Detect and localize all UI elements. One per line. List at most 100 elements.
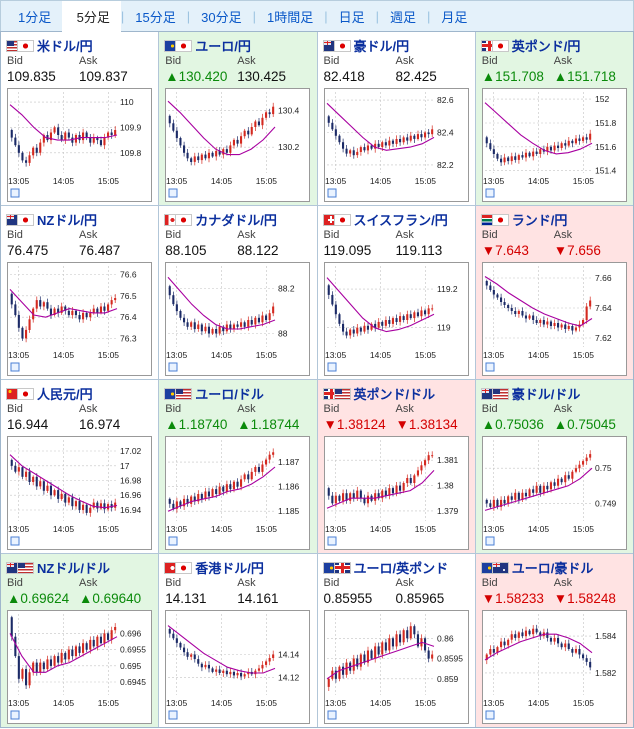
tab-30min[interactable]: 30分足 — [187, 1, 253, 31]
ask-value[interactable]: 0.85965 — [395, 591, 445, 606]
chart-zoom-icon[interactable] — [10, 710, 20, 720]
bid-value[interactable]: ▲130.420 — [165, 69, 228, 84]
x-gridlines: 13:05 14:05 15:05 — [166, 92, 278, 186]
candlestick-chart[interactable]: 7.66 7.64 7.62 13:05 14:05 15:05 — [481, 262, 627, 376]
candlestick-chart[interactable]: 152 151.8 151.6 151.4 13:05 14:05 15:05 — [481, 88, 627, 202]
candlestick-chart[interactable]: 14.14 14.12 13:05 14:05 15:05 — [165, 610, 311, 724]
chart-zoom-icon[interactable] — [327, 188, 336, 198]
currency-pair-panel: NZドル/ドル Bid Ask ▲0.69624 ▲0.69640 0.696 0… — [1, 554, 159, 727]
ask-value[interactable]: ▼1.38134 — [395, 417, 458, 432]
candlestick-chart[interactable]: 1.584 1.582 13:05 14:05 15:05 — [481, 610, 627, 724]
candlestick-chart[interactable]: 1.187 1.186 1.185 13:05 14:05 15:05 — [165, 436, 311, 550]
chart-zoom-icon[interactable] — [485, 710, 495, 720]
currency-pair-panel: ユーロ/円 Bid Ask ▲130.420 130.425 130.4 130.… — [159, 32, 317, 205]
bid-value[interactable]: ▲0.69624 — [7, 591, 70, 606]
chart-zoom-icon[interactable] — [327, 362, 336, 372]
quote-currency-flag-icon — [492, 214, 508, 225]
tab-5min[interactable]: 5分足 — [62, 1, 121, 32]
tab-weekly[interactable]: 週足 — [376, 1, 427, 31]
candlestick-chart[interactable]: 88.2 88 13:05 14:05 15:05 — [165, 262, 311, 376]
chart-zoom-icon[interactable] — [168, 710, 178, 720]
pair-name[interactable]: NZドル/ドル — [37, 561, 110, 576]
ask-value[interactable]: ▲0.69640 — [79, 591, 142, 606]
tab-1hour[interactable]: 1時間足 — [253, 1, 325, 31]
bid-value[interactable]: 109.835 — [7, 69, 56, 84]
ask-value[interactable]: 119.113 — [395, 243, 443, 258]
chart-zoom-icon[interactable] — [168, 362, 178, 372]
pair-name[interactable]: 香港ドル/円 — [195, 561, 264, 576]
quote-currency-flag-icon — [18, 388, 33, 399]
candlestick-chart[interactable]: 1.381 1.38 1.379 13:05 14:05 15:05 — [323, 436, 469, 550]
y-tick-label: 88.2 — [278, 284, 295, 294]
ask-value[interactable]: 16.974 — [79, 417, 121, 432]
bid-value[interactable]: 0.85955 — [323, 591, 373, 606]
chart-zoom-icon[interactable] — [485, 188, 495, 198]
chart-zoom-icon[interactable] — [168, 536, 178, 546]
ask-value[interactable]: 76.487 — [79, 243, 121, 258]
bid-value[interactable]: 76.475 — [7, 243, 49, 258]
pair-name[interactable]: 人民元/円 — [37, 387, 93, 402]
ask-value[interactable]: ▲1.18744 — [237, 417, 300, 432]
bid-value[interactable]: 119.095 — [323, 243, 372, 258]
candlestick-chart[interactable]: 110 109.9 109.8 13:05 14:05 15:05 — [7, 88, 152, 202]
pair-name[interactable]: ユーロ/豪ドル — [511, 561, 594, 576]
chart-zoom-icon[interactable] — [485, 536, 495, 546]
chart-zoom-icon[interactable] — [168, 188, 178, 198]
x-gridlines: 13:05 14:05 15:05 — [166, 440, 278, 534]
bid-value[interactable]: ▲1.18740 — [165, 417, 228, 432]
pair-name[interactable]: 米ドル/円 — [37, 39, 93, 54]
chart-zoom-icon[interactable] — [10, 536, 20, 546]
bid-value[interactable]: ▲0.75036 — [481, 417, 544, 432]
candlestick-chart[interactable]: 130.4 130.2 13:05 14:05 15:05 — [165, 88, 311, 202]
candlestick-chart[interactable]: 17.02 17 16.98 16.96 16.94 13:05 14:05 15:05 — [7, 436, 152, 550]
pair-name[interactable]: ランド/円 — [511, 213, 568, 228]
candlestick-chart[interactable]: 0.696 0.6955 0.695 0.6945 13:05 14:05 15:05 — [7, 610, 152, 724]
pair-name[interactable]: NZドル/円 — [37, 213, 97, 228]
bid-value[interactable]: ▼1.38124 — [323, 417, 386, 432]
ask-value[interactable]: 88.122 — [237, 243, 279, 258]
ask-value[interactable]: ▼1.58248 — [553, 591, 616, 606]
pair-header: 人民元/円 — [7, 384, 154, 403]
chart-zoom-icon[interactable] — [10, 188, 20, 198]
pair-name[interactable]: 英ポンド/円 — [511, 39, 581, 54]
ask-value[interactable]: ▲151.718 — [553, 69, 616, 84]
tab-daily[interactable]: 日足 — [324, 1, 375, 31]
pair-name[interactable]: 豪ドル/ドル — [511, 387, 581, 402]
chart-zoom-icon[interactable] — [10, 362, 20, 372]
tab-15min[interactable]: 15分足 — [121, 1, 187, 31]
ask-value[interactable]: 109.837 — [79, 69, 128, 84]
candlestick-chart[interactable]: 119.2 119 13:05 14:05 15:05 — [323, 262, 469, 376]
pair-header: スイスフラン/円 — [323, 210, 471, 229]
pair-name[interactable]: ユーロ/ドル — [195, 387, 264, 402]
bid-value[interactable]: ▼7.643 — [481, 243, 529, 258]
pair-name[interactable]: スイスフラン/円 — [353, 213, 448, 228]
tab-1min[interactable]: 1分足 — [18, 9, 52, 25]
candlestick-chart[interactable]: 0.75 0.749 13:05 14:05 15:05 — [481, 436, 627, 550]
bid-value[interactable]: 14.131 — [165, 591, 207, 606]
x-gridlines: 13:05 14:05 15:05 — [166, 266, 278, 360]
chart-zoom-icon[interactable] — [327, 536, 336, 546]
pair-name[interactable]: 豪ドル/円 — [353, 39, 410, 54]
bid-value[interactable]: ▼1.58233 — [481, 591, 544, 606]
bid-value[interactable]: ▲151.708 — [481, 69, 544, 84]
ask-value[interactable]: 130.425 — [237, 69, 287, 84]
bid-value[interactable]: 16.944 — [7, 417, 49, 432]
ask-value[interactable]: 14.161 — [237, 591, 279, 606]
moving-average-line — [167, 100, 276, 156]
tab-monthly[interactable]: 月足 — [427, 1, 478, 31]
bid-value[interactable]: 88.105 — [165, 243, 207, 258]
pair-name[interactable]: 英ポンド/ドル — [353, 387, 436, 402]
chart-zoom-icon[interactable] — [327, 710, 336, 720]
pair-name[interactable]: カナダドル/円 — [195, 213, 277, 228]
ask-value[interactable]: ▼7.656 — [553, 243, 601, 258]
candlestick-chart[interactable]: 76.6 76.5 76.4 76.3 13:05 14:05 15:05 — [7, 262, 152, 376]
candlestick-chart[interactable]: 82.6 82.4 82.2 13:05 14:05 15:05 — [323, 88, 469, 202]
bid-value[interactable]: 82.418 — [323, 69, 365, 84]
candlestick-chart[interactable]: 0.86 0.8595 0.859 13:05 14:05 15:05 — [323, 610, 469, 724]
chart-zoom-icon[interactable] — [485, 362, 495, 372]
pair-name[interactable]: ユーロ/英ポンド — [353, 561, 449, 576]
pair-name[interactable]: ユーロ/円 — [195, 39, 251, 54]
pair-header: ランド/円 — [481, 210, 629, 229]
ask-value[interactable]: 82.425 — [395, 69, 437, 84]
ask-value[interactable]: ▲0.75045 — [553, 417, 616, 432]
